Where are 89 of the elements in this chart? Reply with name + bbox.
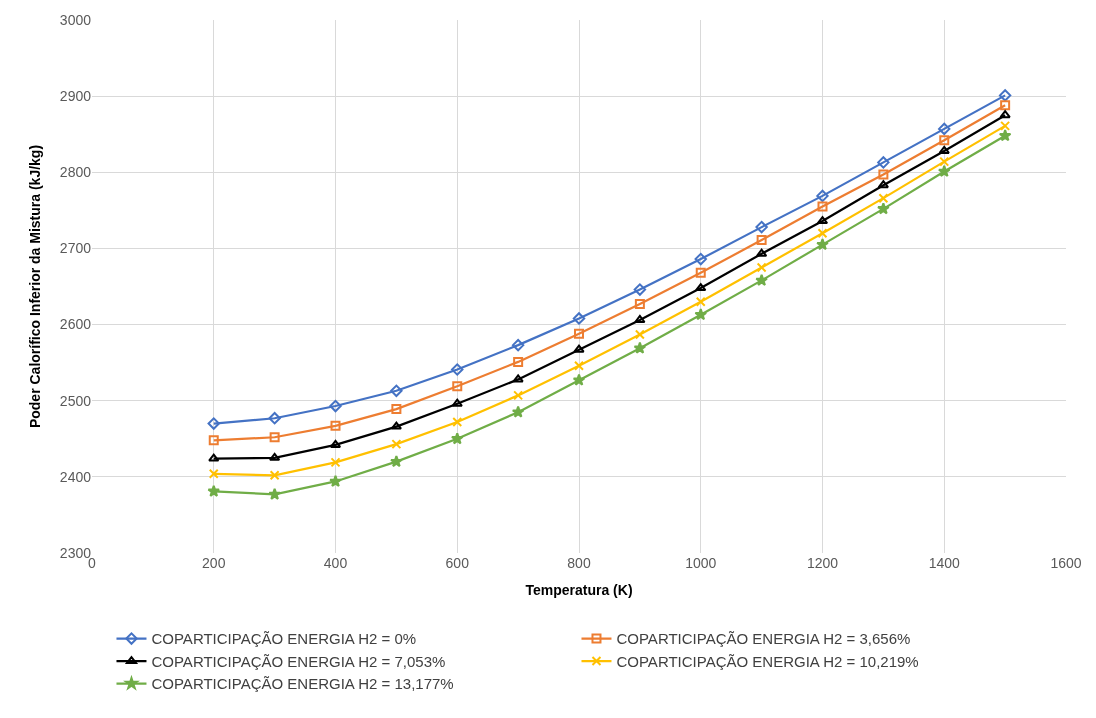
point [938, 145, 950, 154]
point [573, 344, 585, 353]
point [633, 341, 647, 354]
point [329, 399, 342, 413]
legend-label: COPARTICIPAÇÃO ENERGIA H2 = 13,177% [151, 675, 454, 693]
point [511, 338, 525, 352]
point [939, 156, 950, 167]
point [937, 164, 951, 178]
legend-label: COPARTICIPAÇÃO ENERGIA H2 = 7,053% [151, 652, 446, 670]
point [391, 439, 402, 450]
point [694, 308, 708, 321]
y-tick-label: 2500 [59, 392, 92, 409]
point [998, 89, 1012, 102]
point [330, 457, 341, 468]
y-tick-label: 3000 [59, 11, 92, 28]
y-tick-label: 2600 [59, 316, 92, 333]
point [329, 474, 342, 487]
x-axis-title: Temperatura (K) [525, 582, 633, 599]
point [330, 420, 341, 431]
point [998, 129, 1012, 142]
point [513, 390, 524, 401]
x-tick-label: 600 [445, 555, 470, 571]
point [511, 405, 525, 418]
point [207, 417, 220, 430]
point [756, 262, 767, 273]
point [816, 189, 829, 203]
point [208, 435, 219, 446]
point [756, 248, 768, 257]
point [208, 468, 219, 479]
y-tick-label: 2900 [59, 88, 92, 105]
point [390, 455, 403, 468]
x-tick-label: 800 [567, 555, 591, 571]
y-tick-label: 2700 [59, 240, 92, 257]
point [391, 404, 402, 415]
point [268, 487, 281, 500]
point [817, 201, 828, 212]
point [269, 452, 281, 461]
point [269, 470, 280, 481]
point [938, 122, 951, 136]
legend-label: COPARTICIPAÇÃO ENERGIA H2 = 3,656% [616, 630, 911, 648]
point [1000, 120, 1011, 131]
point [451, 363, 464, 376]
point [451, 398, 463, 407]
point [695, 296, 706, 307]
point [452, 417, 463, 428]
point [572, 373, 586, 386]
point [695, 283, 707, 292]
point [574, 360, 584, 371]
point [452, 381, 463, 392]
y-axis-title: Poder Calorífico Inferior da Mistura (kJ/kg) [27, 144, 44, 429]
legend-label: COPARTICIPAÇÃO ENERGIA H2 = 0% [151, 630, 417, 648]
x-tick-label: 200 [202, 555, 226, 571]
point [633, 283, 647, 296]
point [694, 252, 707, 266]
x-tick-label: 1400 [928, 555, 961, 571]
point [572, 312, 586, 325]
point [512, 374, 524, 383]
point [513, 356, 524, 367]
point [756, 235, 767, 246]
legend-label: COPARTICIPAÇÃO ENERGIA H2 = 10,219% [616, 652, 919, 670]
point [877, 156, 890, 169]
point [574, 328, 584, 339]
point [877, 202, 890, 215]
point [269, 432, 280, 443]
point [390, 421, 402, 430]
point [208, 453, 220, 462]
point [878, 169, 889, 180]
point [999, 110, 1011, 119]
point [939, 135, 950, 146]
y-tick-label: 2800 [59, 164, 92, 181]
point [817, 228, 828, 239]
x-tick-label: 1200 [806, 555, 839, 571]
point [390, 384, 403, 398]
point [877, 180, 889, 189]
point [878, 193, 889, 204]
point [268, 412, 281, 425]
point [755, 220, 768, 234]
point [755, 273, 768, 286]
y-tick-label: 2400 [59, 468, 92, 485]
point [816, 238, 829, 251]
point [634, 299, 645, 310]
x-tick-label: 1000 [685, 555, 717, 571]
point [695, 267, 706, 278]
point [450, 432, 464, 445]
x-tick-label: 1600 [1050, 555, 1082, 571]
point [634, 329, 645, 340]
point [207, 484, 221, 497]
x-tick-label: 400 [323, 555, 348, 571]
point [1000, 100, 1011, 111]
